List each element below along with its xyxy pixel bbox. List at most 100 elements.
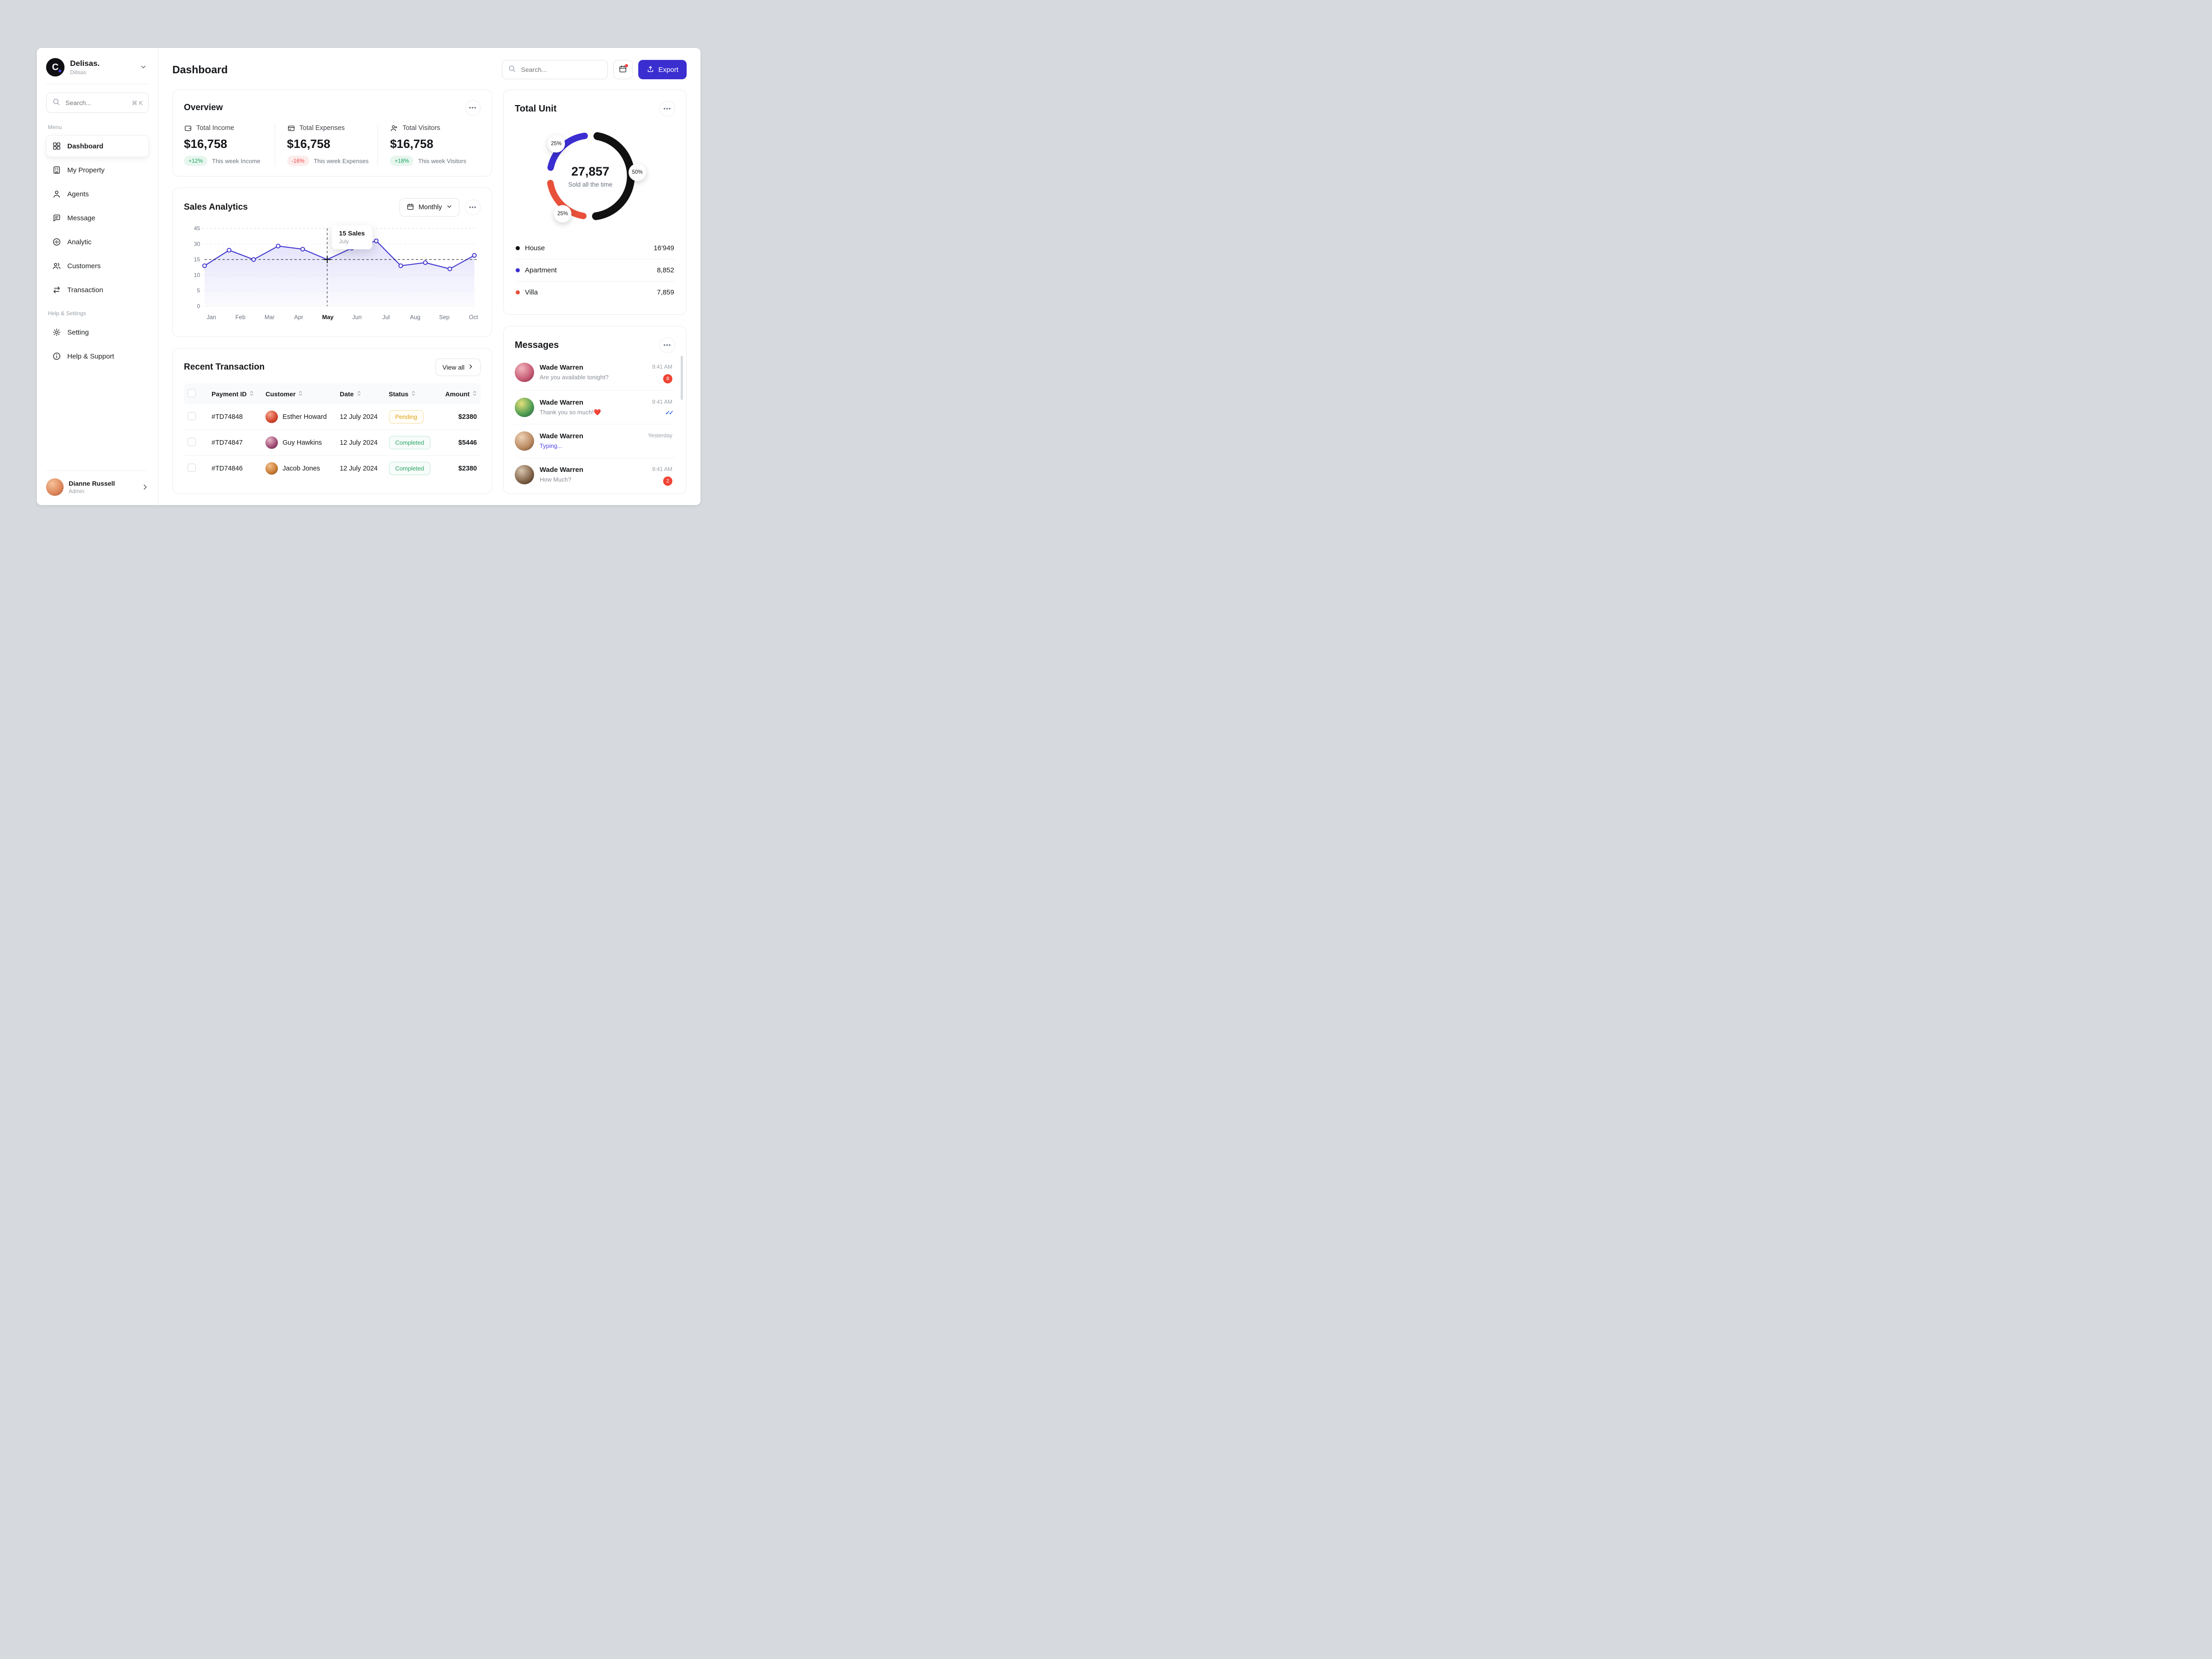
column-header-customer[interactable]: Customer <box>265 390 303 398</box>
line-chart-svg: 45 30 15 10 5 0 Jan Feb Mar Apr May Jun Jul Aug Sep Oct <box>194 225 478 321</box>
legend-label: Villa <box>525 288 538 296</box>
svg-text:10: 10 <box>194 272 200 278</box>
sidebar-item-analytic[interactable]: Analytic <box>46 231 149 253</box>
status-badge: Completed <box>388 436 431 450</box>
message-item[interactable]: Wade Warren Are you available tonight? 9… <box>515 356 675 391</box>
message-item[interactable]: Wade Warren Thank you so much!❤️ 9:41 AM… <box>515 391 675 424</box>
sidebar-item-my-property[interactable]: My Property <box>46 159 149 181</box>
column-header-date[interactable]: Date <box>340 390 361 398</box>
sidebar-item-customers[interactable]: Customers <box>46 255 149 277</box>
sort-icon <box>472 390 477 398</box>
sidebar-item-label: Transaction <box>67 286 103 294</box>
view-all-button[interactable]: View all <box>435 359 481 377</box>
sales-line-chart: 45 30 15 10 5 0 Jan Feb Mar Apr May Jun Jul Aug Sep Oct… <box>184 222 481 330</box>
sales-more-button[interactable]: ••• <box>465 200 481 215</box>
svg-text:Sep: Sep <box>439 314 450 321</box>
help-section-label: Help & Settings <box>48 310 86 317</box>
message-preview: Are you available tonight? <box>540 374 609 381</box>
payment-id: #TD74847 <box>208 429 262 456</box>
column-header-status[interactable]: Status <box>389 390 416 398</box>
legend-item-apartment: Apartment 8,852 <box>515 259 675 281</box>
header-search-input[interactable] <box>520 65 602 74</box>
svg-text:5: 5 <box>197 288 200 294</box>
header-search[interactable] <box>501 60 608 79</box>
sidebar-item-transaction[interactable]: Transaction <box>46 279 149 301</box>
export-button[interactable]: Export <box>638 60 687 79</box>
legend-dot <box>516 290 520 294</box>
chevron-down-icon <box>140 63 147 72</box>
desktop-background: C Delisas. Dilisas ⌘ K Menu Dashboard <box>0 0 737 553</box>
calendar-icon <box>406 203 414 212</box>
export-button-label: Export <box>658 65 678 74</box>
search-icon <box>52 98 60 108</box>
sidebar-item-agents[interactable]: Agents <box>46 183 149 205</box>
sidebar-search[interactable]: ⌘ K <box>46 93 149 113</box>
message-preview: Typing... <box>540 442 563 449</box>
sidebar-item-label: Setting <box>67 328 89 336</box>
payment-id: #TD74846 <box>212 465 243 472</box>
donut-chart: 27,857 Sold all the time 25% 50% 25% <box>537 123 653 233</box>
stat-caption: This week Expenses <box>313 157 369 165</box>
message-item[interactable]: Wade Warren How Much? 9:41 AM 2 <box>515 458 675 489</box>
svg-text:Feb: Feb <box>235 314 246 321</box>
overview-title: Overview <box>184 103 223 112</box>
message-time: 9:41 AM <box>652 364 672 370</box>
workspace-switcher-button[interactable] <box>138 61 149 74</box>
row-checkbox[interactable] <box>188 412 196 420</box>
legend-item-house: House 16'949 <box>515 237 675 259</box>
overview-more-button[interactable]: ••• <box>465 100 481 116</box>
pulse-chart-icon <box>52 237 61 247</box>
row-checkbox[interactable] <box>188 463 196 472</box>
row-checkbox[interactable] <box>188 437 196 446</box>
transactions-table: Payment ID Customer Date Status Amount <box>184 383 481 481</box>
message-item[interactable]: Wade Warren Typing... Yesterday <box>515 424 675 458</box>
ellipsis-icon: ••• <box>469 104 477 111</box>
messages-list: Wade Warren Are you available tonight? 9… <box>515 356 675 489</box>
messages-more-button[interactable]: ••• <box>659 337 675 353</box>
table-row: #TD74846 Jacob Jones 12 July 2024 Comple… <box>184 456 481 482</box>
search-shortcut: ⌘ K <box>131 100 143 106</box>
info-circle-icon <box>52 352 61 361</box>
unread-badge: 2 <box>663 477 672 486</box>
svg-text:0: 0 <box>197 303 200 309</box>
table-row: #TD74847 Guy Hawkins 12 July 2024 Comple… <box>184 429 481 456</box>
visitor-icon <box>390 124 398 132</box>
transaction-date: 12 July 2024 <box>336 404 385 430</box>
sidebar-item-setting[interactable]: Setting <box>46 321 149 343</box>
legend-value: 8,852 <box>657 266 674 274</box>
column-header-payment-id[interactable]: Payment ID <box>212 390 254 398</box>
sidebar-search-input[interactable] <box>65 99 128 107</box>
sidebar-item-help-support[interactable]: Help & Support <box>46 345 149 367</box>
svg-text:45: 45 <box>194 225 200 232</box>
overview-card: Overview ••• Total Income $16,758 +12% Th… <box>172 89 492 176</box>
total-unit-more-button[interactable]: ••• <box>659 101 675 117</box>
building-icon <box>52 165 61 175</box>
amount: $2380 <box>458 465 477 472</box>
chevron-right-icon <box>468 364 474 371</box>
sidebar-item-label: My Property <box>67 166 105 174</box>
sidebar-user-card[interactable]: Dianne Russell Admin <box>46 471 149 496</box>
column-header-amount[interactable]: Amount <box>445 390 477 398</box>
message-sender: Wade Warren <box>540 399 583 406</box>
sidebar-item-message[interactable]: Message <box>46 207 149 229</box>
customer-name: Guy Hawkins <box>282 439 322 447</box>
legend-dot <box>516 268 520 272</box>
delta-badge: +12% <box>184 156 208 166</box>
calendar-button[interactable] <box>613 60 633 79</box>
donut-label-apartment: 25% <box>547 135 565 153</box>
period-select[interactable]: Monthly <box>400 198 459 217</box>
sort-icon <box>249 390 254 398</box>
sidebar-item-dashboard[interactable]: Dashboard <box>46 135 149 157</box>
stat-value: $16,758 <box>390 137 434 151</box>
scrollbar[interactable] <box>681 356 683 400</box>
status-badge: Completed <box>388 462 431 476</box>
ellipsis-icon: ••• <box>663 105 671 112</box>
select-all-checkbox[interactable] <box>188 389 196 398</box>
stat-label: Total Expenses <box>299 124 345 132</box>
customer-name: Esther Howard <box>282 413 327 421</box>
message-preview: How Much? <box>540 476 571 483</box>
transaction-date: 12 July 2024 <box>336 429 385 456</box>
status-badge: Pending <box>388 410 424 424</box>
double-check-icon: ✓✓ <box>665 409 674 416</box>
svg-text:Jan: Jan <box>206 314 216 321</box>
